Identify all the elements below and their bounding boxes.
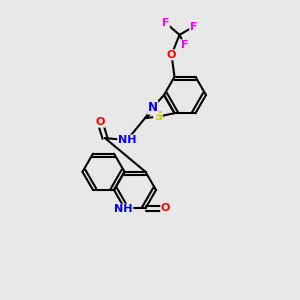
Text: O: O xyxy=(167,50,176,60)
Text: O: O xyxy=(161,203,170,213)
Text: NH: NH xyxy=(118,135,136,145)
Text: F: F xyxy=(181,40,188,50)
Text: F: F xyxy=(190,22,197,32)
Text: F: F xyxy=(162,18,169,28)
Text: S: S xyxy=(154,110,162,123)
Text: O: O xyxy=(95,117,105,127)
Text: N: N xyxy=(148,101,158,114)
Text: NH: NH xyxy=(114,204,133,214)
